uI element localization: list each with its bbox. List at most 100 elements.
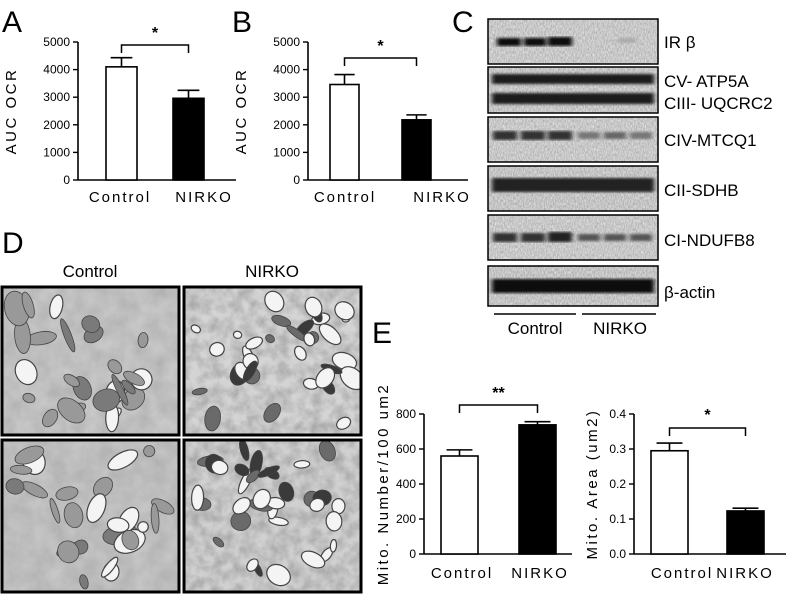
blot-label-atp5a: CV- ATP5A (664, 72, 749, 91)
em-organelle (107, 449, 139, 471)
em-organelle (191, 484, 205, 511)
em-organelle (143, 445, 156, 458)
em-organelle (123, 370, 145, 386)
chart-a-bar-nirko (172, 97, 205, 181)
em-organelle (300, 550, 326, 569)
chart-a-ytick-label: 0 (63, 173, 70, 187)
em-organelle (271, 314, 292, 327)
chart-b-ytick-label: 2000 (273, 118, 300, 132)
em-organelle (265, 334, 275, 344)
blot-group-nirko: NIRKO (593, 319, 647, 338)
chart-a-category-label: Control (89, 189, 151, 206)
em-organelle (100, 556, 119, 578)
em-organelle (190, 324, 202, 334)
western-blot: IR β CV- ATP5A CIII- UQCRC2 CIV-MTCQ1 CI… (487, 18, 773, 338)
em-image-control-top (0, 285, 181, 437)
em-organelle (111, 374, 129, 406)
em-organelle (293, 345, 307, 361)
blot-label-uqcrc2: CIII- UQCRC2 (664, 94, 773, 113)
chart-b-ylabel: AUC OCR (233, 68, 250, 155)
em-organelle (245, 336, 264, 350)
em-organelle (257, 465, 280, 478)
em-organelle (209, 341, 225, 357)
blot-label-beta-actin: β-actin (664, 283, 715, 302)
blot-label-mtcq1: CIV-MTCQ1 (664, 131, 757, 150)
em-organelle (212, 536, 225, 548)
chart-e-right-ytick-label: 0.0 (609, 547, 626, 561)
em-image-nirko-top (182, 285, 363, 437)
chart-b-ytick-label: 3000 (273, 90, 300, 104)
em-organelle (22, 392, 36, 404)
blot-label-sdhb: CII-SDHB (664, 181, 739, 200)
chart-b-bar-control (329, 83, 360, 181)
chart-e-right-ytick-label: 0.4 (609, 407, 626, 421)
em-header-control: Control (63, 262, 118, 281)
chart-a-ylabel: AUC OCR (3, 68, 20, 155)
chart-e-right-significance-marker: * (704, 407, 711, 424)
chart-e-left-significance-marker: ** (492, 385, 505, 402)
em-organelle (107, 359, 123, 375)
chart-a-significance-bracket (120, 44, 190, 53)
em-organelle (57, 540, 80, 564)
chart-e-right-category-label: NIRKO (716, 565, 774, 582)
em-organelle (121, 379, 136, 395)
em-organelle (309, 497, 325, 512)
em-organelle (106, 517, 130, 533)
chart-e-left-significance-bracket (458, 404, 539, 413)
em-organelle (55, 486, 79, 501)
blot-strip-ir-beta (487, 18, 659, 65)
em-organelle (339, 366, 361, 391)
panel-label-c: C (452, 6, 474, 39)
em-organelle (210, 459, 229, 476)
em-organelle (334, 301, 355, 321)
em-organelle (242, 360, 258, 382)
chart-a-auc-ocr: 0 1000 2000 3000 4000 5000 AUC OCR Control NIRKO… (3, 25, 236, 206)
em-organelle (234, 463, 250, 477)
em-organelle (268, 516, 289, 527)
em-organelle (137, 332, 149, 349)
panel-label-d: D (2, 227, 24, 260)
em-organelle (329, 538, 338, 553)
em-organelle (137, 521, 149, 533)
em-organelle (14, 445, 45, 465)
em-organelle (278, 481, 295, 502)
chart-a-ytick-label: 4000 (43, 63, 70, 77)
em-organelle (315, 367, 336, 389)
chart-e-right-ylabel: Mito. Area (um2) (584, 409, 601, 560)
blot-strip-ndufb8 (487, 214, 659, 261)
chart-b-bar-nirko (401, 119, 432, 181)
em-organelle (81, 315, 101, 334)
em-organelle (63, 502, 84, 529)
em-organelle (92, 388, 120, 412)
blot-strip-beta-actin (487, 265, 659, 307)
chart-e-left-ytick-label: 200 (396, 512, 416, 526)
em-organelle (79, 574, 89, 590)
em-organelle (151, 498, 175, 515)
blot-strip-sdhb (487, 165, 659, 212)
em-organelle (150, 503, 160, 534)
em-organelle (246, 558, 259, 572)
chart-a-ytick-label: 2000 (43, 118, 70, 132)
chart-e-right-significance-bracket (668, 427, 747, 436)
chart-e-left-ytick-label: 800 (396, 407, 416, 421)
em-organelle (266, 563, 291, 587)
em-organelle (14, 359, 38, 386)
blot-strip-atp5a-uqcrc2 (487, 66, 659, 114)
em-organelle (239, 440, 250, 461)
chart-e-right-bar-control (650, 449, 689, 555)
chart-e-right-category-label: Control (651, 565, 713, 582)
panel-label-e: E (372, 317, 392, 350)
blot-label-ir-beta: IR β (664, 33, 696, 52)
blot-label-ndufb8: CI-NDUFB8 (664, 231, 755, 250)
chart-e-left-bar-nirko (518, 424, 557, 555)
chart-a-ytick-label: 3000 (43, 90, 70, 104)
em-organelle (263, 402, 281, 423)
em-organelle (5, 478, 25, 495)
em-organelle (49, 498, 61, 524)
chart-b-ytick-label: 1000 (273, 145, 300, 159)
em-micrographs: Control NIRKO (0, 262, 363, 594)
em-image-control-bottom (0, 438, 181, 594)
panel-label-a: A (2, 6, 22, 39)
chart-e-right-bar-nirko (726, 510, 765, 555)
